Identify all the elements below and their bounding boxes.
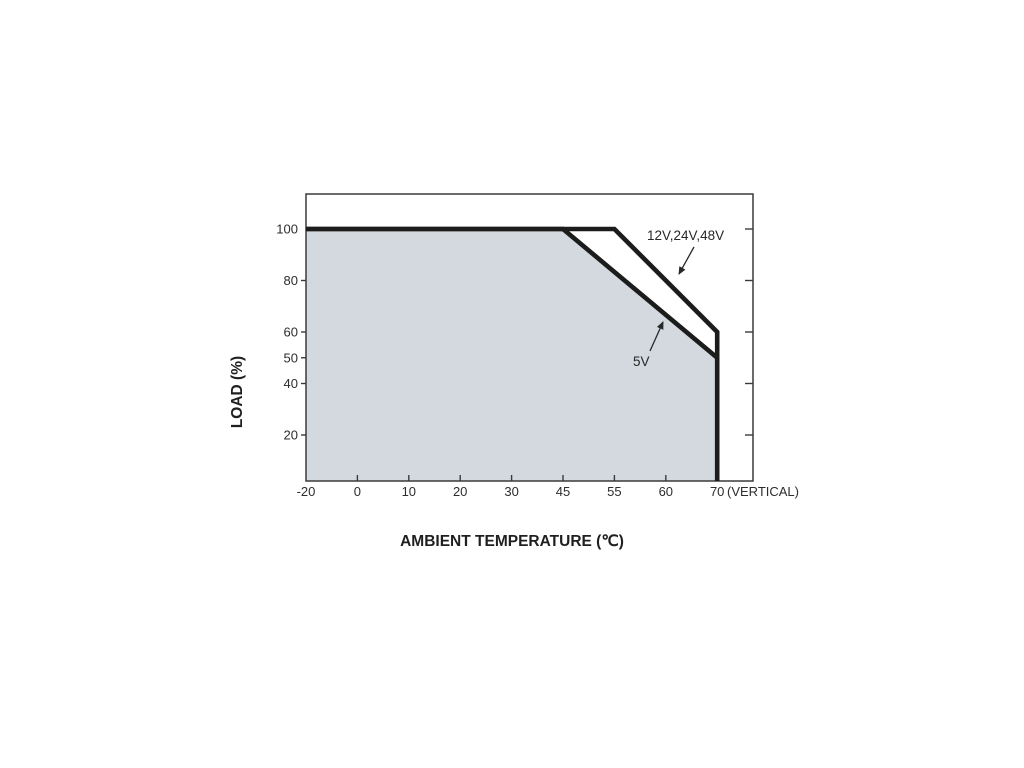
y-tick-label: 60 [284, 325, 298, 340]
x-axis-title: AMBIENT TEMPERATURE (℃) [400, 533, 624, 550]
y-tick-label: 40 [284, 376, 298, 391]
x-tick-label: 30 [504, 484, 518, 499]
annotation-arrow [678, 246, 695, 275]
x-tick-label: 55 [607, 484, 621, 499]
x-tick-label: 45 [556, 484, 570, 499]
annotation-label: 5V [633, 354, 650, 369]
y-tick-label: 100 [276, 222, 298, 237]
annotation-label: 12V,24V,48V [647, 228, 724, 243]
safe-operating-region-fill [306, 229, 718, 481]
chart-plot-area: 100 80 60 50 40 20 -20 0 10 20 30 45 55 60 70 12V,24V,4… [276, 193, 754, 499]
series-line-5v [306, 226, 719, 360]
x-tick-label: 20 [453, 484, 467, 499]
y-tick-label: 20 [284, 428, 298, 443]
y-tick-label: 80 [284, 273, 298, 288]
x-axis-vertical-note: (VERTICAL) [727, 484, 799, 499]
annotation-arrow [649, 321, 664, 352]
y-axis-title: LOAD (%) [229, 356, 246, 428]
plot-frame [305, 193, 754, 482]
x-tick-label: 0 [354, 484, 361, 499]
x-tick-label: 70 [710, 484, 724, 499]
x-tick-label: 60 [659, 484, 673, 499]
x-tick-label: 10 [402, 484, 416, 499]
x-tick-label: -20 [297, 484, 316, 499]
y-tick-label: 50 [284, 350, 298, 365]
